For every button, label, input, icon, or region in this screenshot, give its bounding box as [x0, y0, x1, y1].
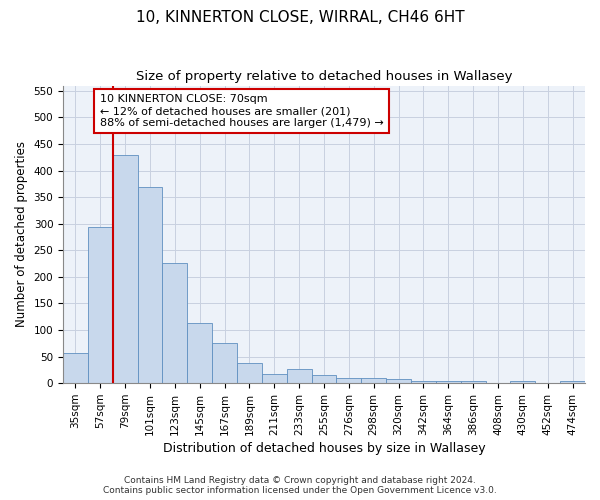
- Bar: [88, 228, 113, 383]
- Bar: [337, 378, 361, 383]
- Bar: [436, 380, 461, 383]
- Bar: [411, 381, 436, 383]
- Bar: [386, 379, 411, 383]
- Bar: [212, 343, 237, 383]
- Bar: [163, 263, 187, 383]
- Bar: [461, 380, 485, 383]
- Bar: [63, 353, 88, 383]
- Bar: [311, 375, 337, 383]
- Bar: [237, 363, 262, 383]
- Bar: [511, 380, 535, 383]
- Y-axis label: Number of detached properties: Number of detached properties: [15, 142, 28, 328]
- Bar: [137, 187, 163, 383]
- Bar: [361, 378, 386, 383]
- Text: Contains HM Land Registry data © Crown copyright and database right 2024.
Contai: Contains HM Land Registry data © Crown c…: [103, 476, 497, 495]
- Bar: [560, 381, 585, 383]
- Bar: [262, 374, 287, 383]
- Title: Size of property relative to detached houses in Wallasey: Size of property relative to detached ho…: [136, 70, 512, 83]
- X-axis label: Distribution of detached houses by size in Wallasey: Distribution of detached houses by size …: [163, 442, 485, 455]
- Text: 10, KINNERTON CLOSE, WIRRAL, CH46 6HT: 10, KINNERTON CLOSE, WIRRAL, CH46 6HT: [136, 10, 464, 25]
- Bar: [287, 369, 311, 383]
- Text: 10 KINNERTON CLOSE: 70sqm
← 12% of detached houses are smaller (201)
88% of semi: 10 KINNERTON CLOSE: 70sqm ← 12% of detac…: [100, 94, 383, 128]
- Bar: [187, 323, 212, 383]
- Bar: [113, 154, 137, 383]
